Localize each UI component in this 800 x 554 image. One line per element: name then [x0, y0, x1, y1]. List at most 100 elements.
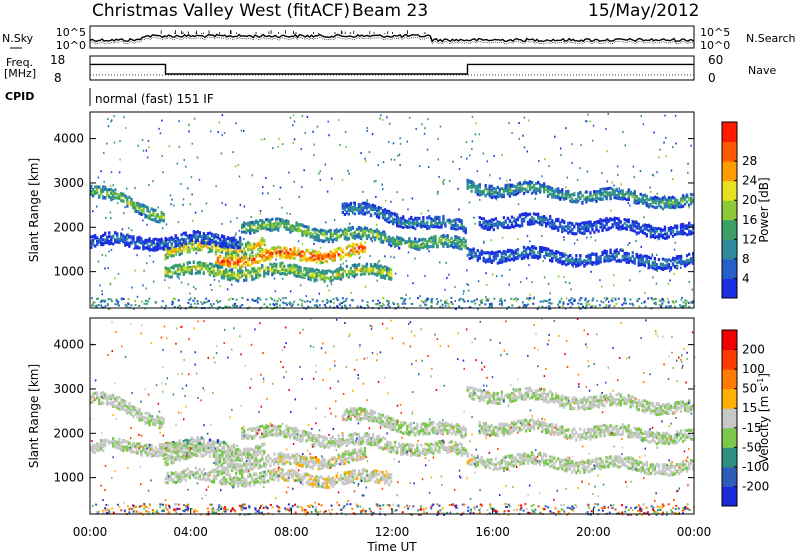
- echo-cell: [478, 256, 481, 260]
- echo-cell: [106, 235, 109, 239]
- echo-cell: [565, 263, 568, 267]
- noise-cell: [375, 180, 377, 182]
- echo-cell: [681, 199, 685, 203]
- echo-cell: [110, 235, 113, 239]
- echo-cell: [118, 239, 121, 243]
- echo-cell: [597, 261, 600, 265]
- echo-cell: [532, 184, 536, 187]
- echo-cell: [172, 239, 175, 243]
- echo-cell: [297, 265, 300, 269]
- echo-cell: [138, 241, 141, 244]
- echo-cell: [273, 222, 276, 226]
- noise-cell: [407, 251, 410, 254]
- echo-cell: [653, 195, 656, 199]
- echo-cell: [428, 245, 431, 249]
- echo-cell: [230, 273, 234, 277]
- echo-cell: [545, 224, 548, 228]
- echo-cell: [448, 221, 451, 225]
- echo-cell: [222, 275, 226, 279]
- echo-cell: [392, 240, 395, 244]
- echo-cell: [627, 195, 630, 199]
- echo-cell: [488, 227, 491, 231]
- echo-cell: [595, 252, 598, 256]
- noise-cell: [496, 275, 498, 278]
- echo-cell: [146, 245, 149, 249]
- echo-cell: [190, 271, 193, 275]
- echo-cell: [263, 256, 266, 260]
- echo-cell: [134, 246, 137, 250]
- echo-cell: [383, 210, 387, 214]
- echo-cell: [279, 222, 282, 226]
- noise-cell: [430, 235, 432, 238]
- echo-cell: [679, 205, 683, 209]
- echo-cell: [476, 192, 479, 196]
- echo-cell: [164, 239, 167, 243]
- echo-cell: [637, 222, 640, 226]
- echo-cell: [301, 250, 304, 254]
- echo-cell: [516, 252, 520, 256]
- noise-cell: [383, 304, 385, 307]
- echo-cell: [496, 254, 499, 258]
- echo-cell: [657, 258, 661, 262]
- noise-cell: [549, 292, 551, 295]
- noise-cell: [642, 123, 645, 126]
- echo-cell: [144, 213, 147, 217]
- echo-cell: [132, 238, 135, 241]
- echo-cell: [655, 229, 658, 233]
- echo-cell: [645, 224, 648, 227]
- echo-cell: [146, 215, 149, 219]
- echo-cell: [184, 240, 187, 244]
- noise-cell: [301, 304, 303, 307]
- noise-cell: [355, 267, 358, 269]
- echo-cell: [396, 217, 399, 221]
- noise-cell: [365, 228, 368, 231]
- echo-cell: [645, 197, 648, 201]
- echo-cell: [216, 270, 220, 274]
- echo-cell: [243, 273, 246, 277]
- echo-cell: [681, 197, 685, 201]
- echo-cell: [528, 218, 532, 222]
- echo-cell: [176, 242, 179, 246]
- echo-cell: [422, 216, 425, 219]
- echo-cell: [148, 248, 151, 252]
- echo-cell: [438, 236, 441, 240]
- echo-cell: [520, 183, 524, 187]
- echo-cell: [456, 246, 459, 249]
- echo-cell: [102, 238, 105, 242]
- echo-cell: [470, 251, 473, 255]
- echo-cell: [486, 187, 489, 191]
- echo-cell: [357, 205, 361, 208]
- echo-cell: [645, 257, 648, 261]
- echo-cell: [585, 262, 588, 266]
- echo-cell: [557, 194, 560, 198]
- echo-cell: [271, 255, 274, 259]
- echo-cell: [357, 269, 361, 273]
- echo-cell: [591, 263, 594, 266]
- echo-cell: [599, 222, 602, 225]
- echo-cell: [311, 269, 314, 273]
- echo-cell: [357, 235, 361, 239]
- echo-cell: [430, 220, 433, 224]
- echo-cell: [335, 237, 338, 241]
- echo-cell: [573, 258, 576, 262]
- echo-cell: [692, 224, 695, 228]
- echo-cell: [273, 269, 276, 272]
- echo-cell: [120, 199, 123, 203]
- echo-cell: [502, 193, 505, 197]
- echo-cell: [396, 244, 399, 247]
- echo-cell: [220, 271, 224, 275]
- noise-cell: [364, 157, 366, 160]
- echo-cell: [488, 219, 491, 223]
- noise-cell: [411, 197, 414, 200]
- echo-cell: [496, 185, 499, 189]
- echo-cell: [659, 198, 663, 202]
- noise-cell: [170, 203, 172, 206]
- echo-cell: [331, 233, 334, 237]
- echo-cell: [613, 219, 616, 223]
- echo-cell: [142, 244, 145, 248]
- echo-cell: [621, 189, 624, 193]
- echo-cell: [388, 277, 391, 281]
- echo-cell: [327, 277, 330, 280]
- echo-cell: [138, 207, 141, 211]
- echo-cell: [690, 201, 693, 205]
